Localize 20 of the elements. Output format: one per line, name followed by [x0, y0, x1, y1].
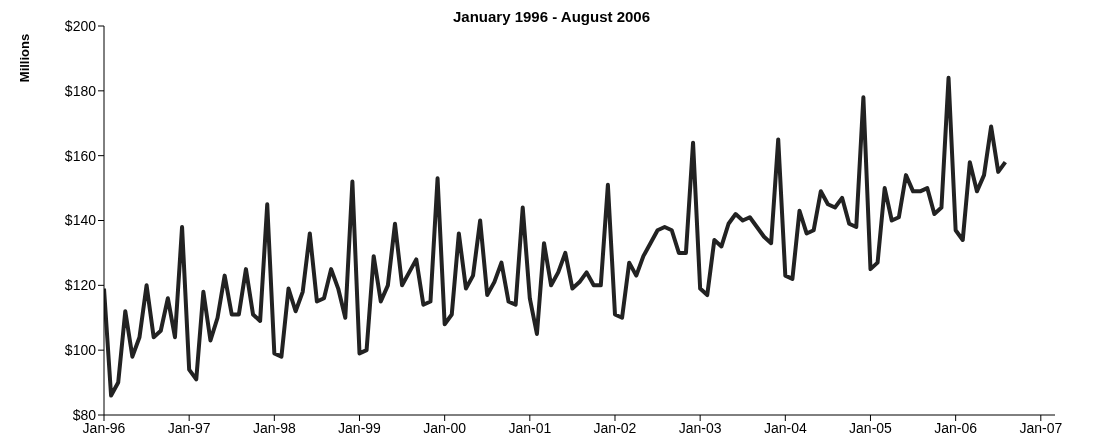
- y-tick-label: $180: [64, 82, 97, 99]
- x-tick-label: Jan-99: [338, 419, 382, 436]
- y-tick-label: $100: [64, 342, 97, 359]
- x-tick-label: Jan-97: [167, 419, 211, 436]
- x-tick-label: Jan-98: [252, 419, 296, 436]
- y-tick-label: $160: [64, 147, 97, 164]
- x-tick-label: Jan-06: [934, 419, 978, 436]
- y-tick-label: $140: [64, 212, 97, 229]
- line-series: [104, 75, 1008, 398]
- x-tick-label: Jan-05: [849, 419, 893, 436]
- chart-title: January 1996 - August 2006: [452, 8, 651, 25]
- y-tick-label: $120: [64, 277, 97, 294]
- x-tick-label: Jan-03: [678, 419, 722, 436]
- y-axis-title: Millions: [16, 33, 32, 83]
- x-tick-label: Jan-02: [593, 419, 637, 436]
- x-tick-label: Jan-00: [423, 419, 467, 436]
- x-tick-label: Jan-01: [508, 419, 552, 436]
- x-tick-label: Jan-07: [1019, 419, 1063, 436]
- y-tick-label: $200: [64, 17, 97, 34]
- x-tick-label: Jan-04: [763, 419, 807, 436]
